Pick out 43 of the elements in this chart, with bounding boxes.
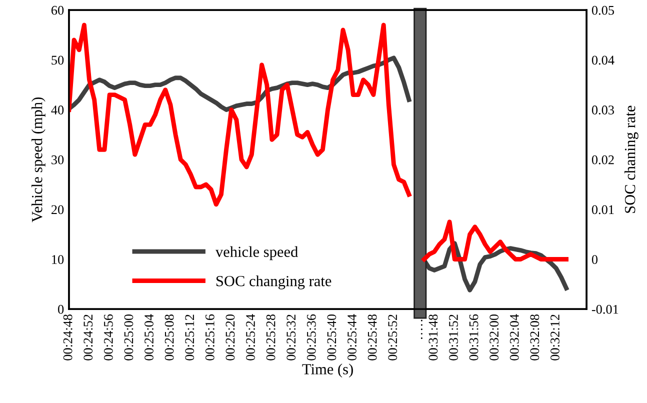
x-tick-label: 00:32:12 — [550, 314, 560, 360]
y-tick-label: 0 — [58, 304, 64, 314]
y-tick-label: 60 — [51, 6, 64, 15]
y-tick-label: 10 — [52, 255, 64, 264]
x-tick-label: 00:25:16 — [205, 314, 214, 360]
y-axis-title: Vehicle speed (mph) — [32, 97, 46, 222]
x-axis-title: Time (s) — [302, 364, 353, 378]
x-tick-label: 00:31:56 — [469, 314, 478, 360]
y2-tick-label: 0 — [592, 255, 598, 264]
x-tick-label: 00:25:28 — [266, 314, 276, 360]
x-tick-label: 00:25:12 — [185, 314, 194, 360]
x-tick-label: 00:32:04 — [510, 314, 519, 360]
y-tick-label: 50 — [52, 56, 64, 65]
x-tick-label: 00:25:36 — [306, 314, 316, 360]
x-tick-label: 00:25:44 — [348, 314, 357, 360]
legend-label: SOC changing rate — [216, 275, 332, 290]
x-tick-label: 00:25:00 — [124, 314, 134, 360]
x-tick-label: 00:25:20 — [226, 314, 235, 360]
x-tick-label: 00:31:52 — [449, 314, 458, 360]
x-tick-label: 00:25:24 — [246, 314, 256, 360]
x-tick-label: 00:24:56 — [104, 314, 113, 360]
x-tick-label: 00:25:08 — [164, 314, 174, 360]
x-tick-label: 00:32:08 — [530, 314, 540, 360]
x-tick-label: 00:25:40 — [327, 314, 336, 360]
x-tick-label: 00:25:04 — [144, 314, 154, 360]
y2-tick-label: -0.01 — [592, 304, 618, 314]
y2-tick-label: 0.03 — [592, 106, 614, 115]
y-tick-label: 40 — [51, 106, 64, 114]
x-tick-label: 00:25:52 — [388, 314, 398, 360]
legend-label: vehicle speed — [215, 246, 298, 260]
y2-tick-label: 0.05 — [592, 6, 614, 15]
x-tick-label: 00:25:32 — [286, 314, 296, 360]
y2-tick-label: 0.01 — [592, 205, 614, 214]
y2-axis-title: SOC chaning rate — [624, 106, 638, 213]
x-tick-label: 00:24:48 — [63, 314, 72, 360]
x-tick-label: 00:24:52 — [84, 314, 93, 360]
x-tick-label: 00:32:00 — [490, 314, 499, 360]
y-tick-label: 30 — [52, 155, 64, 164]
x-tick-label: 00:25:48 — [368, 314, 377, 360]
y2-tick-label: 0.02 — [592, 155, 614, 164]
y2-tick-label: 0.04 — [592, 56, 614, 65]
y-tick-label: 20 — [51, 205, 64, 214]
x-tick-label: 00:31:48 — [428, 314, 438, 360]
